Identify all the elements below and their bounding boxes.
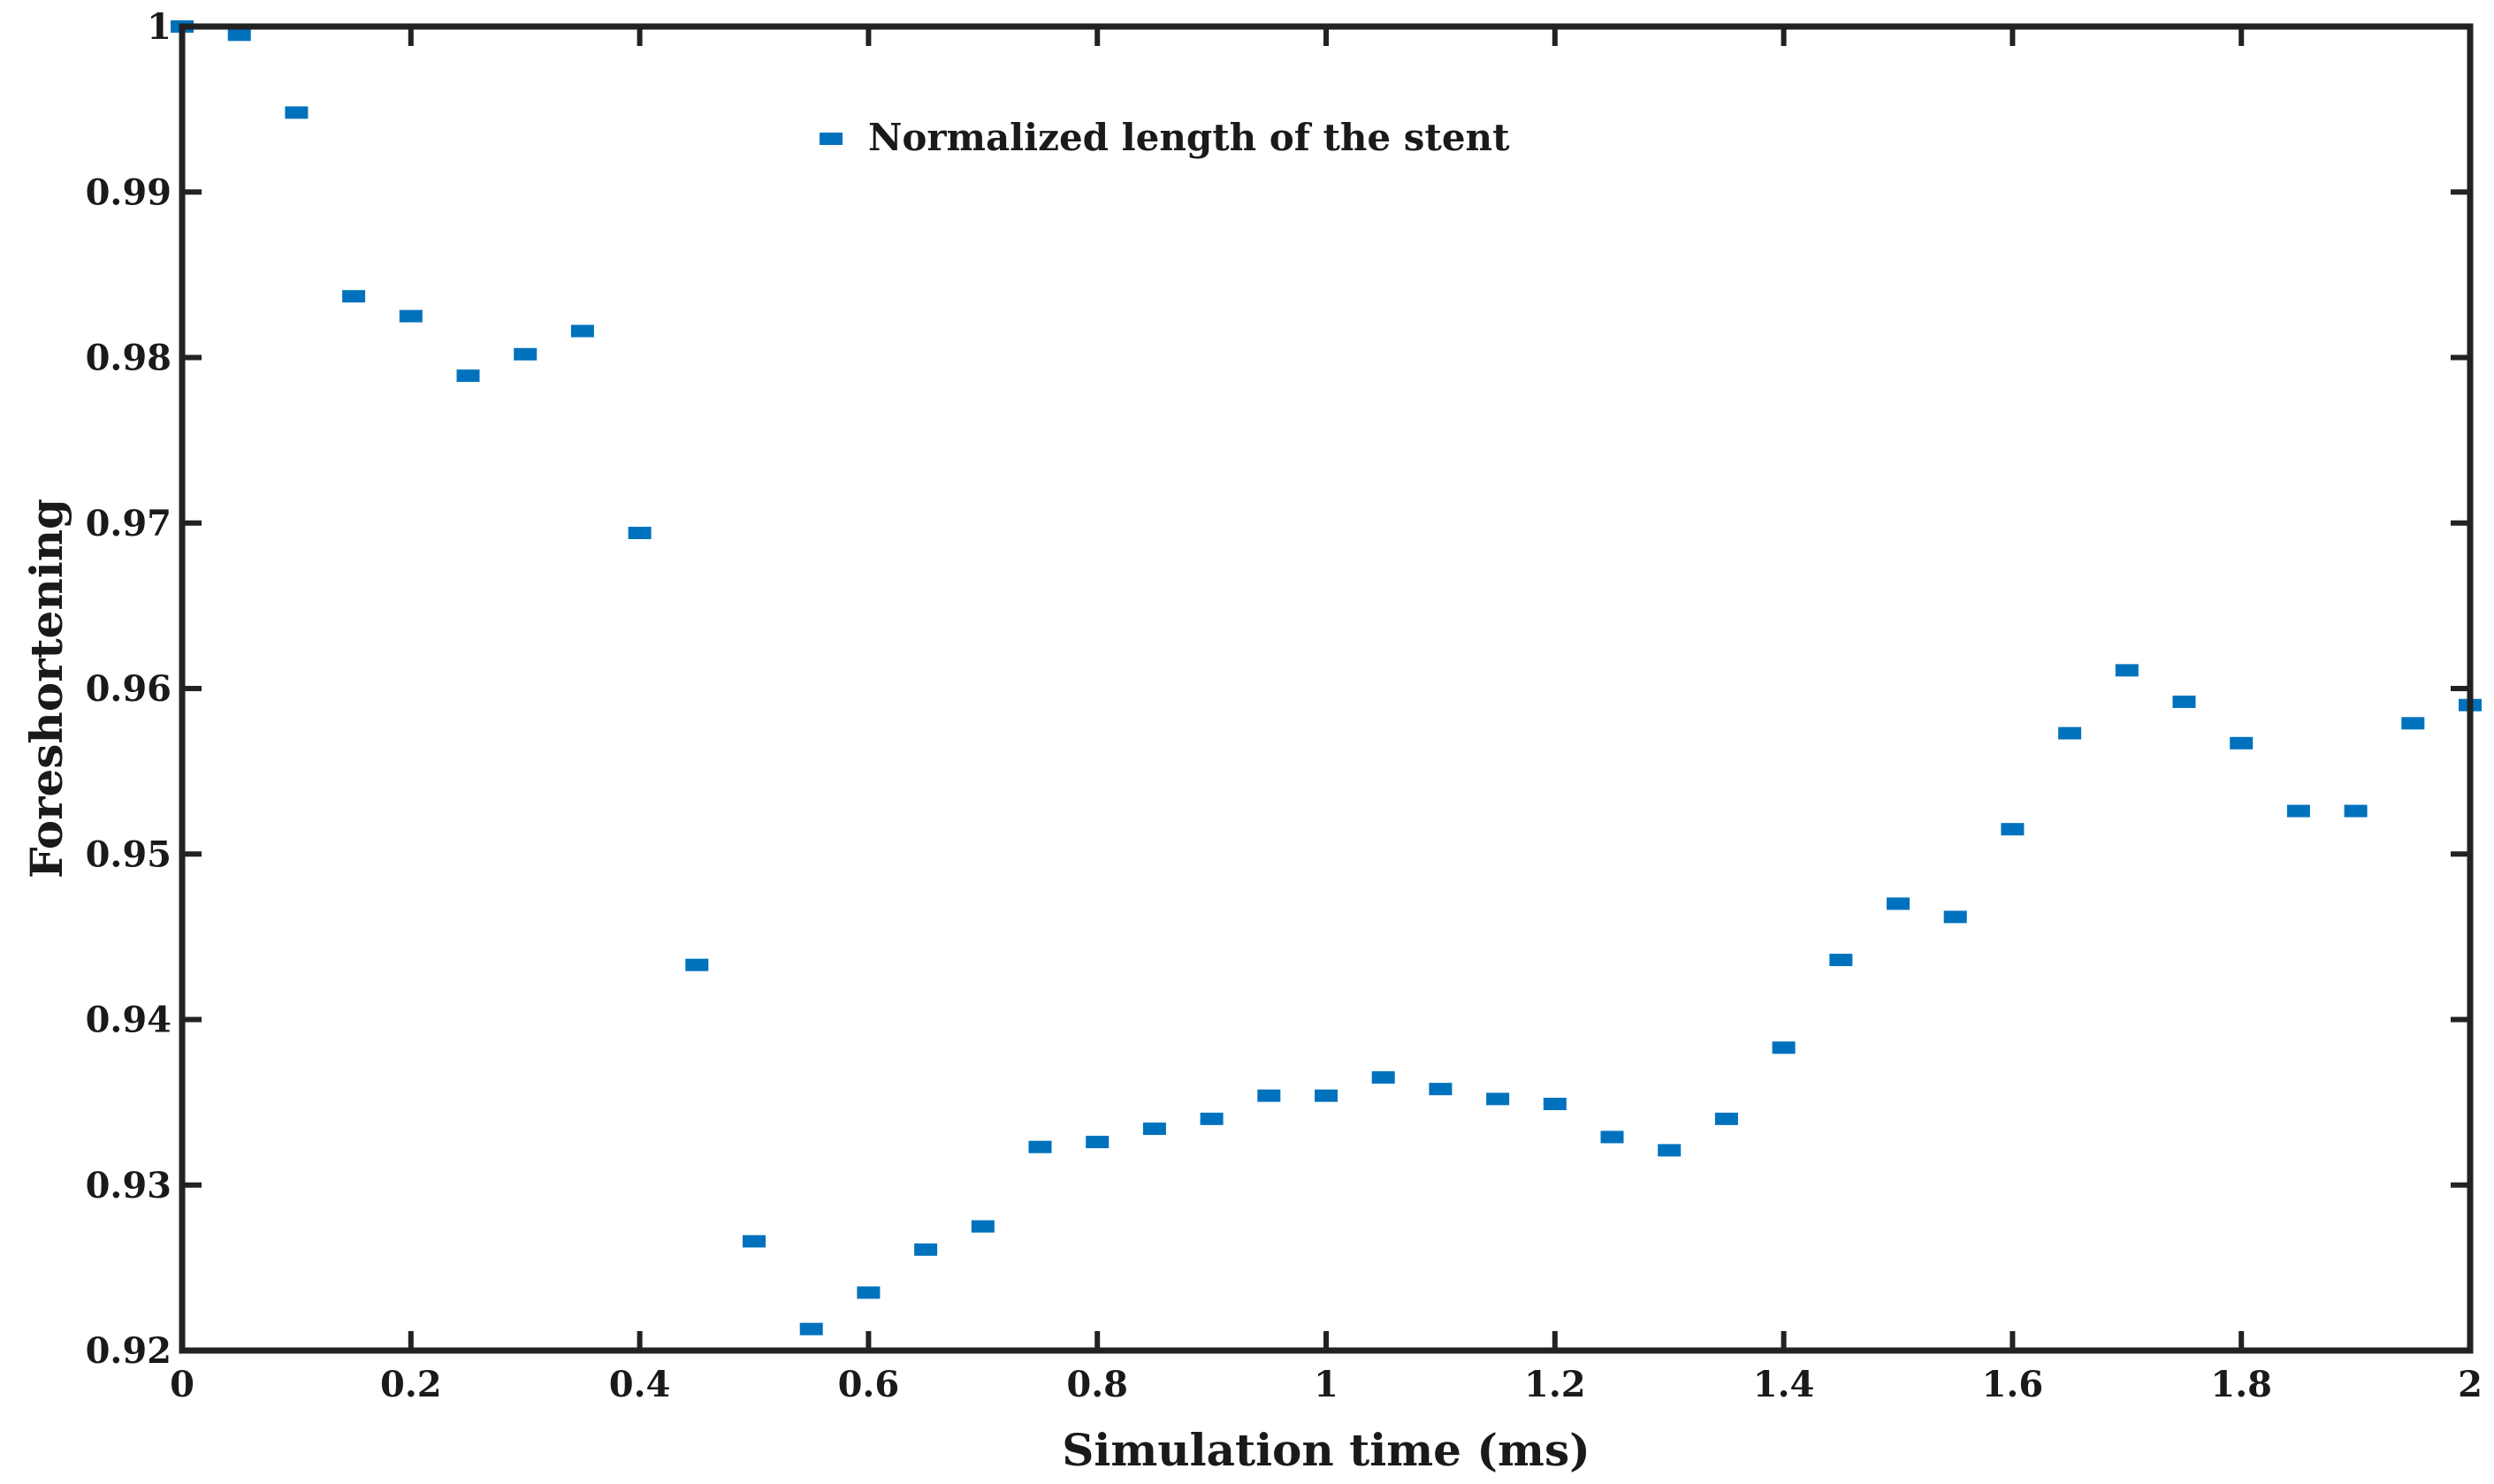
data-point [2344,804,2368,818]
y-tick-label: 0.97 [86,503,172,544]
data-point [971,1220,995,1233]
data-point [2286,804,2310,818]
data-point [1028,1140,1052,1153]
x-tick-label: 1.2 [1524,1364,1586,1405]
data-point [1887,897,1910,910]
data-point [1600,1130,1624,1144]
data-point [1142,1123,1166,1136]
data-point [857,1286,881,1299]
y-axis-label: Foreshortening [20,498,72,879]
y-tick-label: 0.98 [86,338,172,379]
data-point [2230,736,2254,750]
x-tick-label: 2 [2458,1364,2483,1405]
y-tick-label: 0.99 [86,171,172,213]
y-tick-label: 0.94 [86,1000,172,1041]
data-point [1200,1112,1224,1125]
y-tick-label: 0.92 [86,1330,172,1372]
data-point [685,958,709,971]
x-tick-label: 1.4 [1753,1364,1815,1405]
data-point [743,1235,766,1248]
legend-label: Normalized length of the stent [868,116,1510,159]
data-point [1772,1041,1796,1054]
data-point [514,347,538,361]
legend: Normalized length of the stent [820,116,1510,159]
data-point [1829,954,1853,967]
data-point [1315,1089,1338,1102]
y-tick-label: 0.96 [86,668,172,710]
legend-marker [820,133,843,145]
data-point [2001,823,2025,836]
data-point [456,369,480,383]
x-tick-label: 0 [170,1364,194,1405]
x-tick-label: 1 [1314,1364,1339,1405]
data-point [1371,1071,1395,1084]
data-point [1257,1089,1281,1102]
x-axis-label: Simulation time (ms) [1062,1424,1590,1476]
data-point [399,309,423,323]
plot-frame [179,23,2474,1354]
x-tick-label: 1.6 [1982,1364,2044,1405]
data-point [1486,1092,1510,1106]
data-point [1943,910,1967,924]
data-point [1714,1112,1738,1125]
x-tick-label: 0.8 [1066,1364,1128,1405]
data-point [2058,727,2082,740]
x-tick-label: 0.2 [380,1364,442,1405]
y-tick-label: 0.95 [86,833,172,875]
data-point [2172,695,2196,708]
data-point [2115,664,2139,677]
y-tick-label: 0.93 [86,1165,172,1206]
data-point [227,28,251,42]
data-point [1429,1083,1453,1096]
data-point [628,526,652,539]
tick-labels: 0 0.2 0.4 0.6 0.8 1 1.2 1.4 1.6 1.8 2 0.92 0.93 0.94 0… [86,6,2483,1405]
data-point [285,106,309,119]
data-point [2401,717,2425,730]
data-point [799,1322,823,1336]
data-point [1543,1097,1567,1110]
y-tick-label: 1 [147,6,172,48]
axis-ticks [179,24,2473,1353]
x-tick-label: 0.4 [609,1364,671,1405]
data-point [342,290,366,303]
data-point [1658,1144,1682,1157]
data-point [1086,1136,1110,1149]
x-tick-label: 0.6 [838,1364,900,1405]
data-point [570,324,594,338]
x-tick-label: 1.8 [2210,1364,2272,1405]
data-markers [171,20,2482,1336]
data-point [914,1243,938,1256]
